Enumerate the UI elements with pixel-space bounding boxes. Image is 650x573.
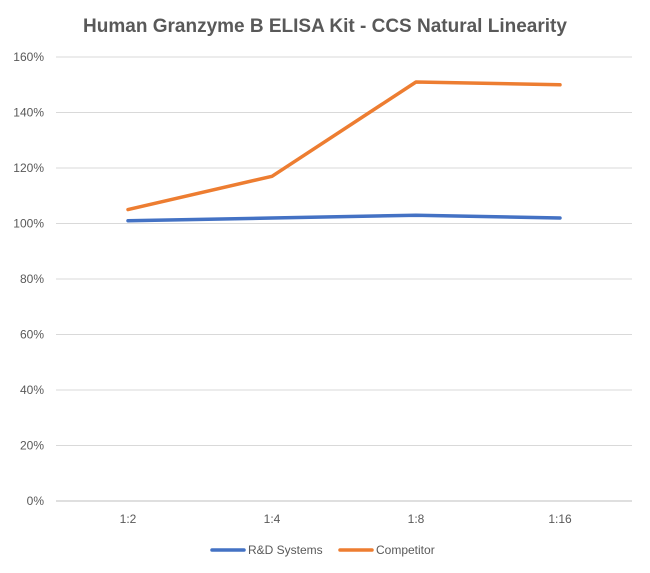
series-line-competitor xyxy=(126,80,562,212)
y-tick-label: 60% xyxy=(20,328,44,342)
y-tick-label: 160% xyxy=(13,50,44,64)
y-tick-label: 120% xyxy=(13,161,44,175)
legend: R&D Systems Competitor xyxy=(210,543,435,557)
x-tick-label: 1:16 xyxy=(548,512,572,526)
y-axis-tick-labels: 0% 20% 40% 60% 80% 100% 120% 140% 160% xyxy=(13,50,44,508)
y-tick-label: 80% xyxy=(20,272,44,286)
chart-title: Human Granzyme B ELISA Kit - CCS Natural… xyxy=(83,16,567,37)
x-tick-label: 1:4 xyxy=(264,512,281,526)
y-tick-label: 20% xyxy=(20,439,44,453)
series-lines xyxy=(126,80,562,223)
x-tick-label: 1:8 xyxy=(408,512,425,526)
y-tick-label: 100% xyxy=(13,217,44,231)
series-line-rd-systems xyxy=(126,213,562,223)
y-tick-label: 40% xyxy=(20,383,44,397)
gridlines xyxy=(56,56,632,502)
legend-label: R&D Systems xyxy=(248,543,323,557)
y-tick-label: 0% xyxy=(27,494,45,508)
legend-label: Competitor xyxy=(376,543,435,557)
x-tick-label: 1:2 xyxy=(120,512,137,526)
x-axis-tick-labels: 1:2 1:4 1:8 1:16 xyxy=(120,512,572,526)
y-tick-label: 140% xyxy=(13,106,44,120)
